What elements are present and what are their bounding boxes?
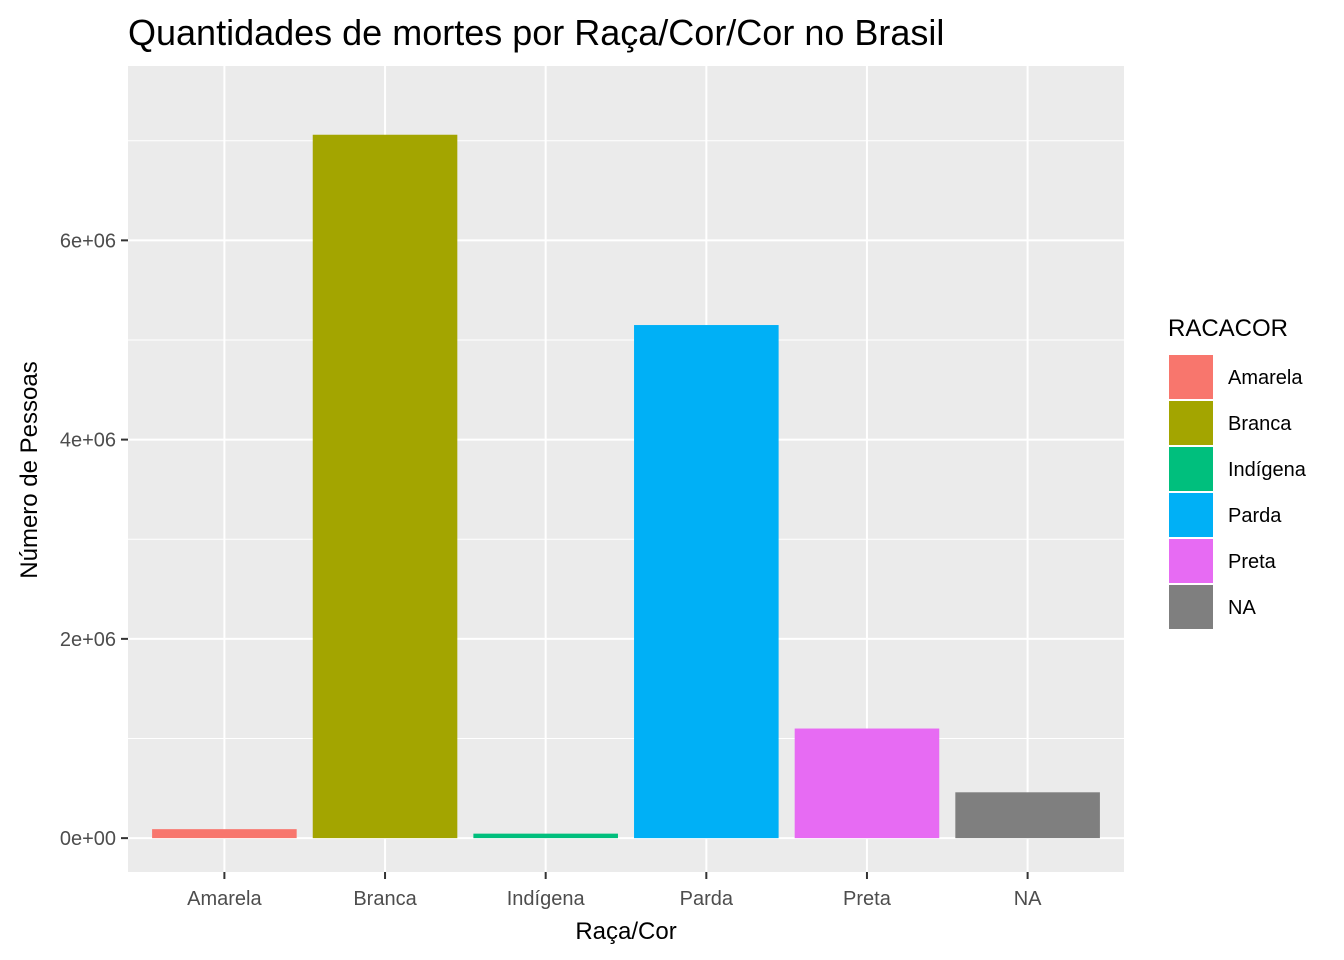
y-tick-label: 0e+00 [60, 828, 116, 850]
legend: RACACOR Amarela Branca Indígena Parda Preta N… [1168, 315, 1307, 630]
y-axis-title: Número de Pessoas [16, 361, 43, 578]
bar-na [955, 792, 1100, 839]
legend-key-na [1169, 585, 1213, 629]
y-axis: 0e+00 2e+06 4e+06 6e+06 [60, 230, 128, 850]
legend-title: RACACOR [1168, 315, 1288, 342]
bar-branca [312, 134, 458, 839]
legend-label: NA [1228, 597, 1256, 619]
legend-key-indígena [1169, 447, 1213, 491]
x-tick-label: Parda [680, 888, 734, 910]
legend-label: Indígena [1228, 459, 1307, 481]
x-tick-label: NA [1014, 888, 1042, 910]
legend-label: Amarela [1228, 367, 1303, 389]
bar-preta [794, 728, 940, 839]
x-axis: Amarela Branca Indígena Parda Preta NA [187, 872, 1042, 910]
plot-panel [128, 66, 1124, 872]
bar-parda [634, 325, 779, 839]
chart-title: Quantidades de mortes por Raça/Cor/Cor n… [128, 12, 944, 53]
legend-label: Branca [1228, 413, 1292, 435]
x-tick-label: Amarela [187, 888, 262, 910]
legend-label: Parda [1228, 505, 1282, 527]
legend-label: Preta [1228, 551, 1277, 573]
legend-key-parda [1169, 493, 1213, 537]
minor-gridlines [128, 140, 1124, 739]
y-tick-label: 2e+06 [60, 629, 116, 651]
bars [152, 134, 1100, 839]
x-axis-title: Raça/Cor [575, 918, 676, 945]
legend-key-amarela [1169, 355, 1213, 399]
y-tick-label: 6e+06 [60, 230, 116, 252]
x-tick-label: Branca [353, 888, 417, 910]
y-tick-label: 4e+06 [60, 430, 116, 452]
legend-key-branca [1169, 401, 1213, 445]
legend-key-preta [1169, 539, 1213, 583]
bar-amarela [152, 829, 297, 839]
x-tick-label: Preta [843, 888, 892, 910]
x-tick-label: Indígena [507, 888, 586, 910]
bar-indígena [473, 833, 618, 839]
